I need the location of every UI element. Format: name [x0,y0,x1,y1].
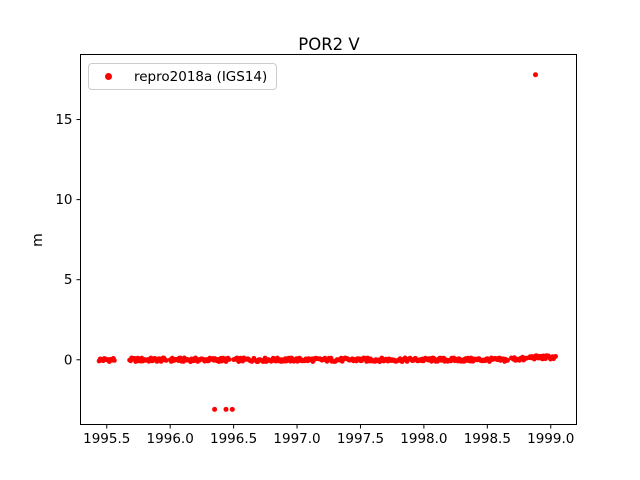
data-point-outlier [223,406,229,412]
x-tick-label: 1995.5 [83,431,130,447]
data-point-outlier [229,406,235,412]
legend-marker-dot [105,73,112,80]
data-point-outlier [533,72,538,78]
y-tick-label: 5 [64,272,73,288]
x-tick-label: 1996.0 [147,431,194,447]
y-tick-label: 10 [55,192,72,208]
x-tick-label: 1997.5 [337,431,384,447]
legend: repro2018a (IGS14) [88,63,277,90]
data-point [112,358,117,363]
data-point [226,357,232,362]
y-tick-label: 15 [55,112,72,128]
x-tick-label: 1999.0 [527,431,574,447]
y-tick-label: 0 [64,352,73,368]
legend-label: repro2018a (IGS14) [134,68,268,85]
x-tick-label: 1996.5 [210,431,257,447]
data-point [553,354,558,359]
data-point-outlier [212,406,218,412]
x-tick-label: 1997.0 [273,431,320,447]
x-tick-label: 1998.0 [400,431,447,447]
data-point [505,357,510,363]
chart-title: POR2 V [298,35,360,54]
axes-frame [80,54,577,425]
data-point [163,358,169,363]
x-tick-label: 1998.5 [464,431,511,447]
